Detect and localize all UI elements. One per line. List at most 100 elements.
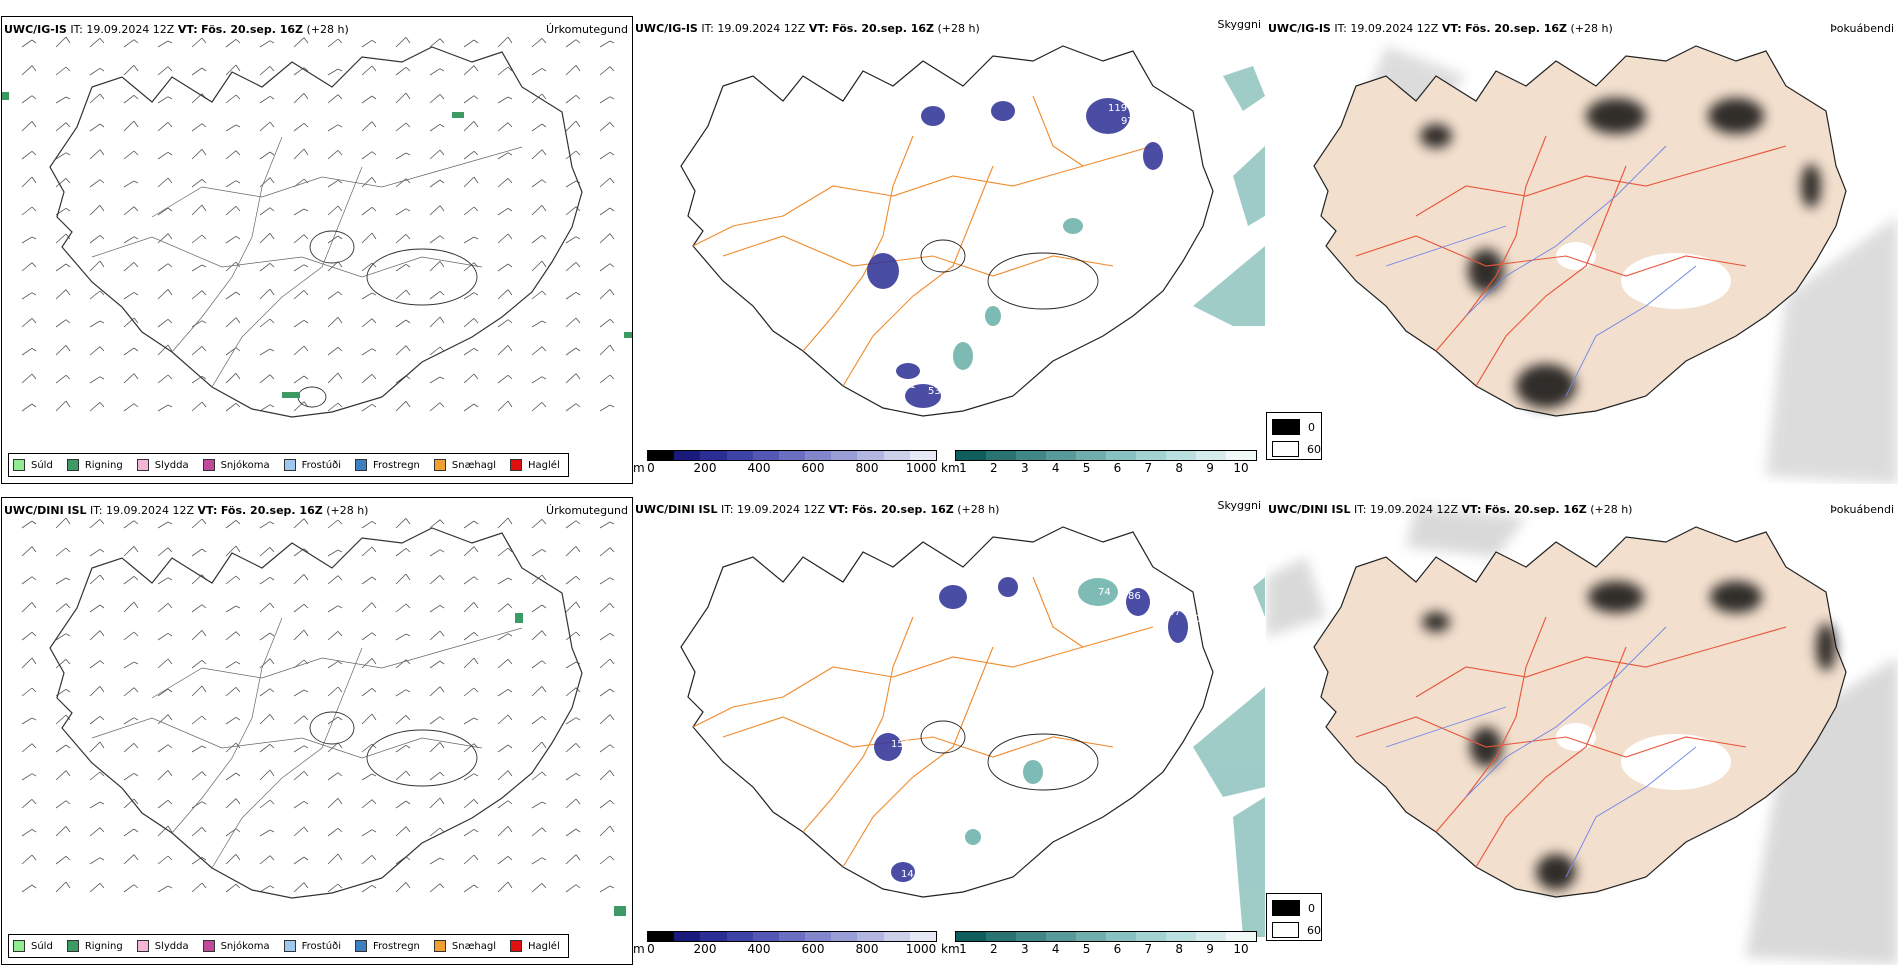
legend-label: Snæhagl bbox=[451, 940, 497, 952]
legend-label: Frostregn bbox=[373, 459, 420, 471]
model-name: UWC/IG-IS bbox=[4, 23, 67, 36]
panel-title: UWC/DINI ISL IT: 19.09.2024 12Z VT: Fös.… bbox=[4, 504, 369, 517]
fog-legend-row: 0 bbox=[1272, 900, 1321, 916]
ceiling-value-label: 70 bbox=[898, 268, 911, 279]
ceiling-value-label: 14 bbox=[901, 869, 914, 880]
colorbar-tick: 800 bbox=[855, 942, 879, 956]
fog-legend-top: 0 60 bbox=[1266, 412, 1322, 460]
legend-swatch bbox=[433, 940, 446, 952]
legend-item-frostregn: Frostregn bbox=[355, 940, 420, 952]
legend-label: Súld bbox=[31, 940, 53, 952]
ceiling-value-label: 47 bbox=[1168, 607, 1181, 618]
iceland-map bbox=[21, 517, 626, 916]
colorbar-strip bbox=[955, 450, 1257, 461]
colorbar-tick: 9 bbox=[1206, 461, 1214, 475]
legend-label: Rigning bbox=[84, 940, 123, 952]
colorbar-tick: 600 bbox=[801, 942, 825, 956]
legend-swatch bbox=[355, 459, 367, 471]
legend-label: Snjókoma bbox=[220, 459, 270, 471]
colorbar-unit: km bbox=[941, 461, 960, 475]
colorbar-tick: 1 bbox=[959, 461, 967, 475]
ceiling-colorbar: m 0 200 400 600 800 1000 bbox=[633, 931, 943, 959]
ceiling-value-label: 119 bbox=[1108, 103, 1127, 114]
precip-panel-top: UWC/IG-IS IT: 19.09.2024 12Z VT: Fös. 20… bbox=[1, 16, 633, 484]
legend-item-frostúði: Frostúði bbox=[283, 459, 341, 471]
precip-type-legend: Súld Rigning Slydda Snjókoma Frostúði Frostre… bbox=[8, 934, 569, 958]
panel-title: UWC/DINI ISL IT: 19.09.2024 12Z VT: Fös.… bbox=[635, 503, 1000, 516]
colorbar-strip bbox=[955, 931, 1257, 942]
legend-item-súld: Súld bbox=[13, 940, 53, 952]
legend-item-snjókoma: Snjókoma bbox=[202, 940, 270, 952]
ceiling-value-label: 61 bbox=[903, 380, 916, 391]
colorbar-tick: 6 bbox=[1113, 461, 1122, 475]
legend-item-haglél: Haglél bbox=[510, 940, 560, 952]
panel-title: UWC/DINI ISL IT: 19.09.2024 12Z VT: Fös.… bbox=[1268, 503, 1633, 516]
visibility-colorbar: km 1 2 3 4 5 6 7 8 9 10 bbox=[941, 450, 1263, 478]
colorbar-tick: 1 bbox=[959, 942, 967, 956]
legend-swatch bbox=[136, 459, 149, 471]
colorbar-strip bbox=[647, 931, 937, 942]
ceiling-colorbar: m 0 200 400 600 800 1000 bbox=[633, 450, 943, 478]
legend-label: Frostregn bbox=[373, 940, 420, 952]
colorbar-strip bbox=[647, 450, 937, 461]
fog-panel-top: UWC/IG-IS IT: 19.09.2024 12Z VT: Fös. 20… bbox=[1266, 16, 1898, 484]
colorbar-tick: 600 bbox=[801, 461, 825, 475]
fog-panel-bottom: UWC/DINI ISL IT: 19.09.2024 12Z VT: Fös.… bbox=[1266, 497, 1898, 965]
colorbar-tick: 400 bbox=[747, 461, 771, 475]
precip-type-legend: Súld Rigning Slydda Snjókoma Frostúði Frostre… bbox=[8, 453, 569, 477]
colorbar-tick: 200 bbox=[693, 942, 717, 956]
colorbar-tick: 1000 bbox=[905, 942, 937, 956]
colorbar-tick: 3 bbox=[1020, 942, 1029, 956]
ceiling-value-label: 53 bbox=[928, 386, 941, 397]
colorbar-tick: 8 bbox=[1175, 942, 1184, 956]
legend-swatch bbox=[136, 940, 149, 952]
panel-type-label: Skyggni bbox=[1217, 18, 1261, 31]
ceiling-panel-top: 119 92 87 97 70 50 53 61 UWC/IG-IS IT: 19.09.20… bbox=[633, 16, 1265, 484]
legend-item-snjókoma: Snjókoma bbox=[202, 459, 270, 471]
ceiling-value-label: 150 bbox=[891, 739, 910, 750]
colorbar-tick: 2 bbox=[990, 942, 998, 956]
iceland-map bbox=[1313, 45, 1898, 484]
legend-swatch bbox=[202, 459, 215, 471]
fog-legend-bottom: 0 60 bbox=[1266, 893, 1322, 941]
legend-label: Snjókoma bbox=[220, 940, 270, 952]
panel-type-label: Skyggni bbox=[1217, 499, 1261, 512]
legend-label: Frostúði bbox=[301, 459, 341, 471]
legend-item-frostregn: Frostregn bbox=[355, 459, 420, 471]
panel-type-label: Úrkomutegund bbox=[546, 23, 628, 36]
iceland-map bbox=[1266, 507, 1898, 965]
visibility-colorbar: km 1 2 3 4 5 6 7 8 9 10 bbox=[941, 931, 1263, 959]
legend-item-frostúði: Frostúði bbox=[283, 940, 341, 952]
legend-item-slydda: Slydda bbox=[136, 940, 189, 952]
colorbar-tick: 400 bbox=[747, 942, 771, 956]
colorbar-tick: 10 bbox=[1233, 942, 1249, 956]
colorbar-tick: 0 bbox=[647, 461, 655, 475]
legend-swatch bbox=[283, 459, 296, 471]
legend-item-snæhagl: Snæhagl bbox=[433, 940, 497, 952]
ceiling-value-label: 87 bbox=[1148, 100, 1161, 111]
panel-title: UWC/IG-IS IT: 19.09.2024 12Z VT: Fös. 20… bbox=[4, 23, 349, 36]
legend-label: Súld bbox=[31, 459, 53, 471]
legend-swatch bbox=[66, 459, 79, 471]
legend-label: Haglél bbox=[528, 940, 560, 952]
panel-type-label: Þokuábendi bbox=[1830, 503, 1894, 516]
legend-label: Slydda bbox=[154, 459, 189, 471]
ceiling-value-label: 86 bbox=[1128, 591, 1141, 602]
legend-swatch bbox=[510, 940, 523, 952]
colorbar-tick: 4 bbox=[1051, 461, 1060, 475]
legend-swatch bbox=[283, 940, 296, 952]
panel-type-label: Úrkomutegund bbox=[546, 504, 628, 517]
colorbar-tick: 7 bbox=[1144, 942, 1153, 956]
colorbar-unit: km bbox=[941, 942, 960, 956]
colorbar-tick: 5 bbox=[1082, 942, 1091, 956]
iceland-map: 74 86 47 60 150 14 bbox=[680, 526, 1265, 937]
colorbar-tick: 200 bbox=[693, 461, 717, 475]
legend-swatch bbox=[13, 459, 25, 471]
colorbar-tick: 7 bbox=[1144, 461, 1153, 475]
ceiling-value-label: 60 bbox=[1188, 614, 1201, 625]
legend-item-slydda: Slydda bbox=[136, 459, 189, 471]
colorbar-tick: 0 bbox=[647, 942, 655, 956]
colorbar-tick: 10 bbox=[1233, 461, 1249, 475]
legend-label: Slydda bbox=[154, 940, 189, 952]
legend-item-snæhagl: Snæhagl bbox=[433, 459, 496, 471]
